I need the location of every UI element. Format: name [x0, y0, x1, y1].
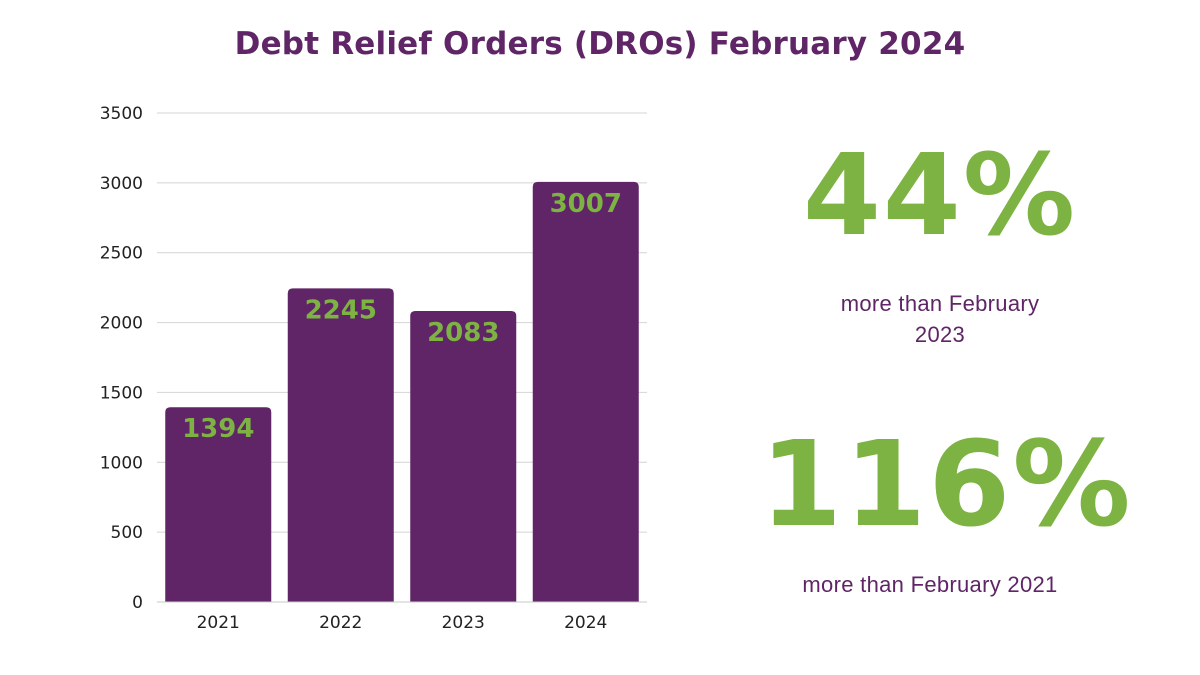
- x-axis-ticks: 2021 2022 2023 2024: [197, 613, 608, 633]
- bar-2022: [287, 288, 394, 602]
- data-label: 1394: [182, 414, 254, 444]
- x-tick-label: 2021: [197, 613, 240, 633]
- bar-2021: [165, 407, 272, 602]
- stat-feb-2021-comparison: 116% more than February 2021: [760, 415, 1133, 600]
- stat-feb-2023-comparison: 44% more than February 2023: [780, 140, 1100, 350]
- stat-percent-value: 116%: [760, 415, 1133, 553]
- x-tick-label: 2023: [442, 613, 485, 633]
- stat-caption: more than February 2021: [802, 572, 1058, 597]
- x-tick-label: 2024: [564, 613, 607, 633]
- y-axis-ticks: 0 500 1000 1500 2000 2500 3000 3500: [100, 104, 143, 613]
- y-tick-label: 0: [132, 593, 143, 613]
- y-tick-label: 1000: [100, 453, 143, 473]
- page-title: Debt Relief Orders (DROs) February 2024: [234, 26, 966, 62]
- y-tick-label: 2000: [100, 314, 143, 334]
- bar-2024: [532, 181, 639, 602]
- y-tick-label: 2500: [100, 244, 143, 264]
- bar-2023: [410, 310, 517, 602]
- data-label: 2083: [427, 318, 499, 348]
- bar-chart: 0 500 1000 1500 2000 2500 3000 3500 1394 2245 208…: [100, 104, 647, 633]
- data-label: 2245: [305, 295, 377, 325]
- data-label: 3007: [550, 189, 622, 219]
- y-tick-label: 3000: [100, 174, 143, 194]
- stat-caption: more than February 2023: [840, 291, 1040, 347]
- bars: 1394 2245 2083 3007: [157, 181, 647, 603]
- y-tick-label: 3500: [100, 104, 143, 124]
- x-tick-label: 2022: [319, 613, 362, 633]
- y-tick-label: 1500: [100, 383, 143, 403]
- stat-percent-value: 44%: [802, 131, 1078, 261]
- y-tick-label: 500: [111, 523, 143, 543]
